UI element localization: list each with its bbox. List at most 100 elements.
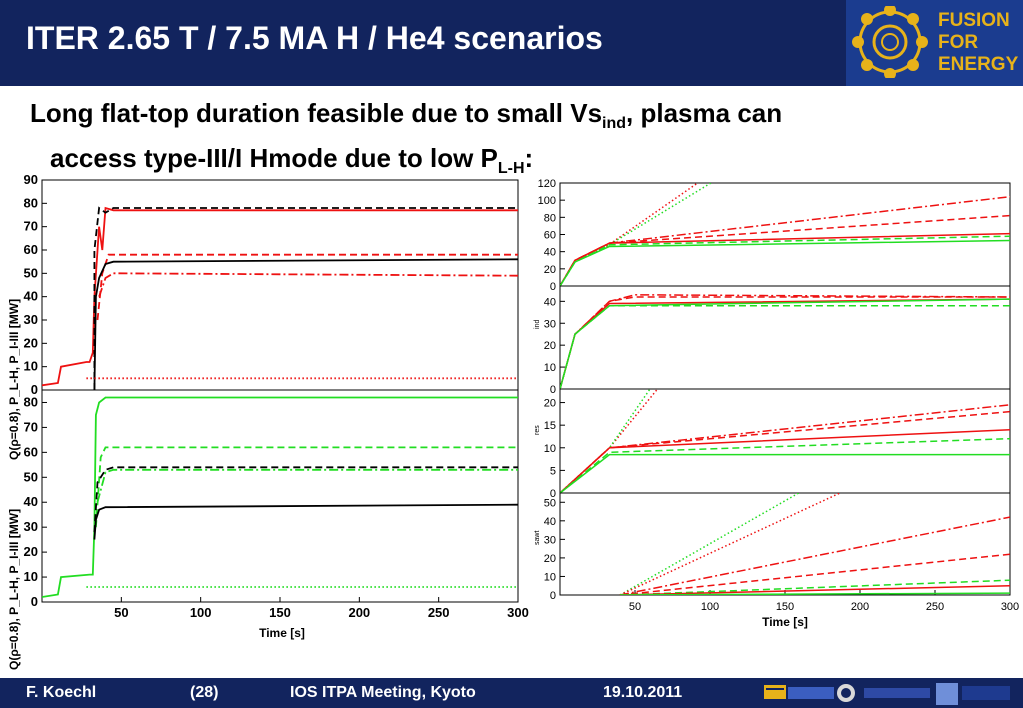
series-red-solid xyxy=(42,206,518,387)
y-tick-label: 0 xyxy=(550,488,556,500)
y-tick-label: 40 xyxy=(24,494,38,509)
title-bar: ITER 2.65 T / 7.5 MA H / He4 scenarios F… xyxy=(0,0,1023,86)
series-red-dashdot xyxy=(98,272,518,297)
series-green-dashed xyxy=(560,437,1010,493)
series-red-dashed xyxy=(96,253,518,321)
y-tick-label: 50 xyxy=(24,469,38,484)
y-tick-label: 80 xyxy=(24,195,38,210)
y-tick-label: 0 xyxy=(31,382,38,397)
ccfe-logo-icon xyxy=(764,685,786,699)
ylabel-left-top: Q(ρ=0.8), P_L-H, P_I-III [MW] xyxy=(7,299,21,460)
plot-panel-right-1: 0 20 40 60 80 100 120 xyxy=(538,178,1011,293)
y-tick-label: 100 xyxy=(538,195,556,207)
y-tick-label: 40 xyxy=(24,289,38,304)
right-figure: ind res sawt Time [s] 0 20 40 60 80 100 120 0 10… xyxy=(520,175,1023,635)
plot-panel-right-4: 0 10 20 30 40 50 50 100 150 200 250 300 xyxy=(544,492,1019,613)
y-tick-label: 15 xyxy=(544,420,556,432)
series-red-dashdot xyxy=(619,516,1010,595)
y-tick-label: 80 xyxy=(24,394,38,409)
series-black-dashed xyxy=(93,466,518,533)
plot-panel-left-top: 0 10 20 30 40 50 60 70 80 90 xyxy=(24,172,519,397)
y-tick-label: 30 xyxy=(544,534,556,546)
series-green-solid xyxy=(560,453,1010,493)
series-green-dashed xyxy=(95,446,518,528)
efda-logo-icon xyxy=(864,688,930,698)
y-tick-label: 70 xyxy=(24,419,38,434)
y-tick-label: 10 xyxy=(544,443,556,455)
series-black-dashed xyxy=(93,206,518,390)
ylabel-right-3: res xyxy=(534,425,541,435)
ylabel-left-bottom: Q(ρ=0.8), P_L-H, P_I-III [MW] xyxy=(7,509,21,670)
plot-panel-left-bottom: 0 10 20 30 40 50 60 70 80 50 100 150 200 250 300 xyxy=(24,389,529,620)
ylabel-right-2: ind xyxy=(534,320,541,329)
x-tick-label: 200 xyxy=(348,605,370,620)
right-plot-panels: ind res sawt Time [s] 020406080100120010… xyxy=(534,178,1019,629)
x-tick-label: 250 xyxy=(428,605,450,620)
y-tick-label: 30 xyxy=(24,312,38,327)
series-green-dashdot xyxy=(96,468,518,503)
ylabel-right-4: sawt xyxy=(534,531,541,545)
partner-logos xyxy=(764,683,1010,705)
x-tick-label: 100 xyxy=(701,601,719,613)
footer-meeting: IOS ITPA Meeting, Kyoto xyxy=(290,684,476,701)
series-green-dashed xyxy=(560,304,1010,389)
series-green-dashed xyxy=(619,579,1010,595)
y-tick-label: 20 xyxy=(544,340,556,352)
plot-panel-right-2: 0 10 20 30 40 xyxy=(544,285,1011,396)
x-tick-label: 150 xyxy=(269,605,291,620)
y-tick-label: 20 xyxy=(544,553,556,565)
y-tick-label: 10 xyxy=(544,362,556,374)
y-tick-label: 30 xyxy=(24,519,38,534)
y-tick-label: 50 xyxy=(544,497,556,509)
y-tick-label: 120 xyxy=(538,178,556,190)
y-tick-label: 10 xyxy=(544,571,556,583)
y-tick-label: 10 xyxy=(24,359,38,374)
series-black-solid xyxy=(93,258,518,390)
x-tick-label: 50 xyxy=(114,605,128,620)
y-tick-label: 0 xyxy=(550,281,556,293)
culham-logo-icon xyxy=(788,687,834,699)
plot-frame xyxy=(559,182,1011,287)
y-tick-label: 60 xyxy=(544,230,556,242)
series-green-solid xyxy=(560,239,1010,286)
y-tick-label: 40 xyxy=(544,516,556,528)
y-tick-label: 90 xyxy=(24,172,38,187)
series-black-solid xyxy=(93,503,518,540)
series-red-dotted xyxy=(619,493,842,595)
plot-frame xyxy=(41,179,519,391)
y-tick-label: 70 xyxy=(24,219,38,234)
series-green-solid xyxy=(619,592,1010,595)
plot-frame xyxy=(559,492,1011,596)
y-tick-label: 5 xyxy=(550,465,556,477)
xlabel-right: Time [s] xyxy=(762,615,808,629)
y-tick-label: 0 xyxy=(31,594,38,609)
footer-page-number: (28) xyxy=(190,684,219,701)
tu-wien-logo-icon xyxy=(936,683,958,705)
y-tick-label: 30 xyxy=(544,318,556,330)
x-tick-label: 100 xyxy=(190,605,212,620)
y-tick-label: 40 xyxy=(544,247,556,259)
y-tick-label: 20 xyxy=(544,398,556,410)
y-tick-label: 0 xyxy=(550,590,556,602)
logo-text: FUSION FOR ENERGY xyxy=(938,10,1019,75)
page-title: ITER 2.65 T / 7.5 MA H / He4 scenarios xyxy=(26,20,603,56)
y-tick-label: 20 xyxy=(24,335,38,350)
y-tick-label: 40 xyxy=(544,296,556,308)
slide-subtitle: Long flat-top duration feasible due to s… xyxy=(30,98,783,177)
y-tick-label: 80 xyxy=(544,212,556,224)
x-tick-label: 50 xyxy=(629,601,641,613)
sunflower-emblem-icon xyxy=(852,6,928,78)
y-tick-label: 0 xyxy=(550,384,556,396)
y-tick-label: 50 xyxy=(24,265,38,280)
left-plot-panels: Q(ρ=0.8), P_L-H, P_I-III [MW] Q(ρ=0.8), … xyxy=(7,172,529,670)
x-tick-label: 150 xyxy=(776,601,794,613)
series-green-solid xyxy=(42,396,518,598)
footer-date: 19.10.2011 xyxy=(603,684,683,701)
y-tick-label: 10 xyxy=(24,569,38,584)
xlabel-left: Time [s] xyxy=(259,626,305,640)
footer-author: F. Koechl xyxy=(26,684,97,701)
plot-panel-right-3: 0 5 10 15 20 xyxy=(544,388,1011,500)
series-green-dotted xyxy=(619,493,801,595)
x-tick-label: 300 xyxy=(1001,601,1019,613)
y-tick-label: 60 xyxy=(24,242,38,257)
